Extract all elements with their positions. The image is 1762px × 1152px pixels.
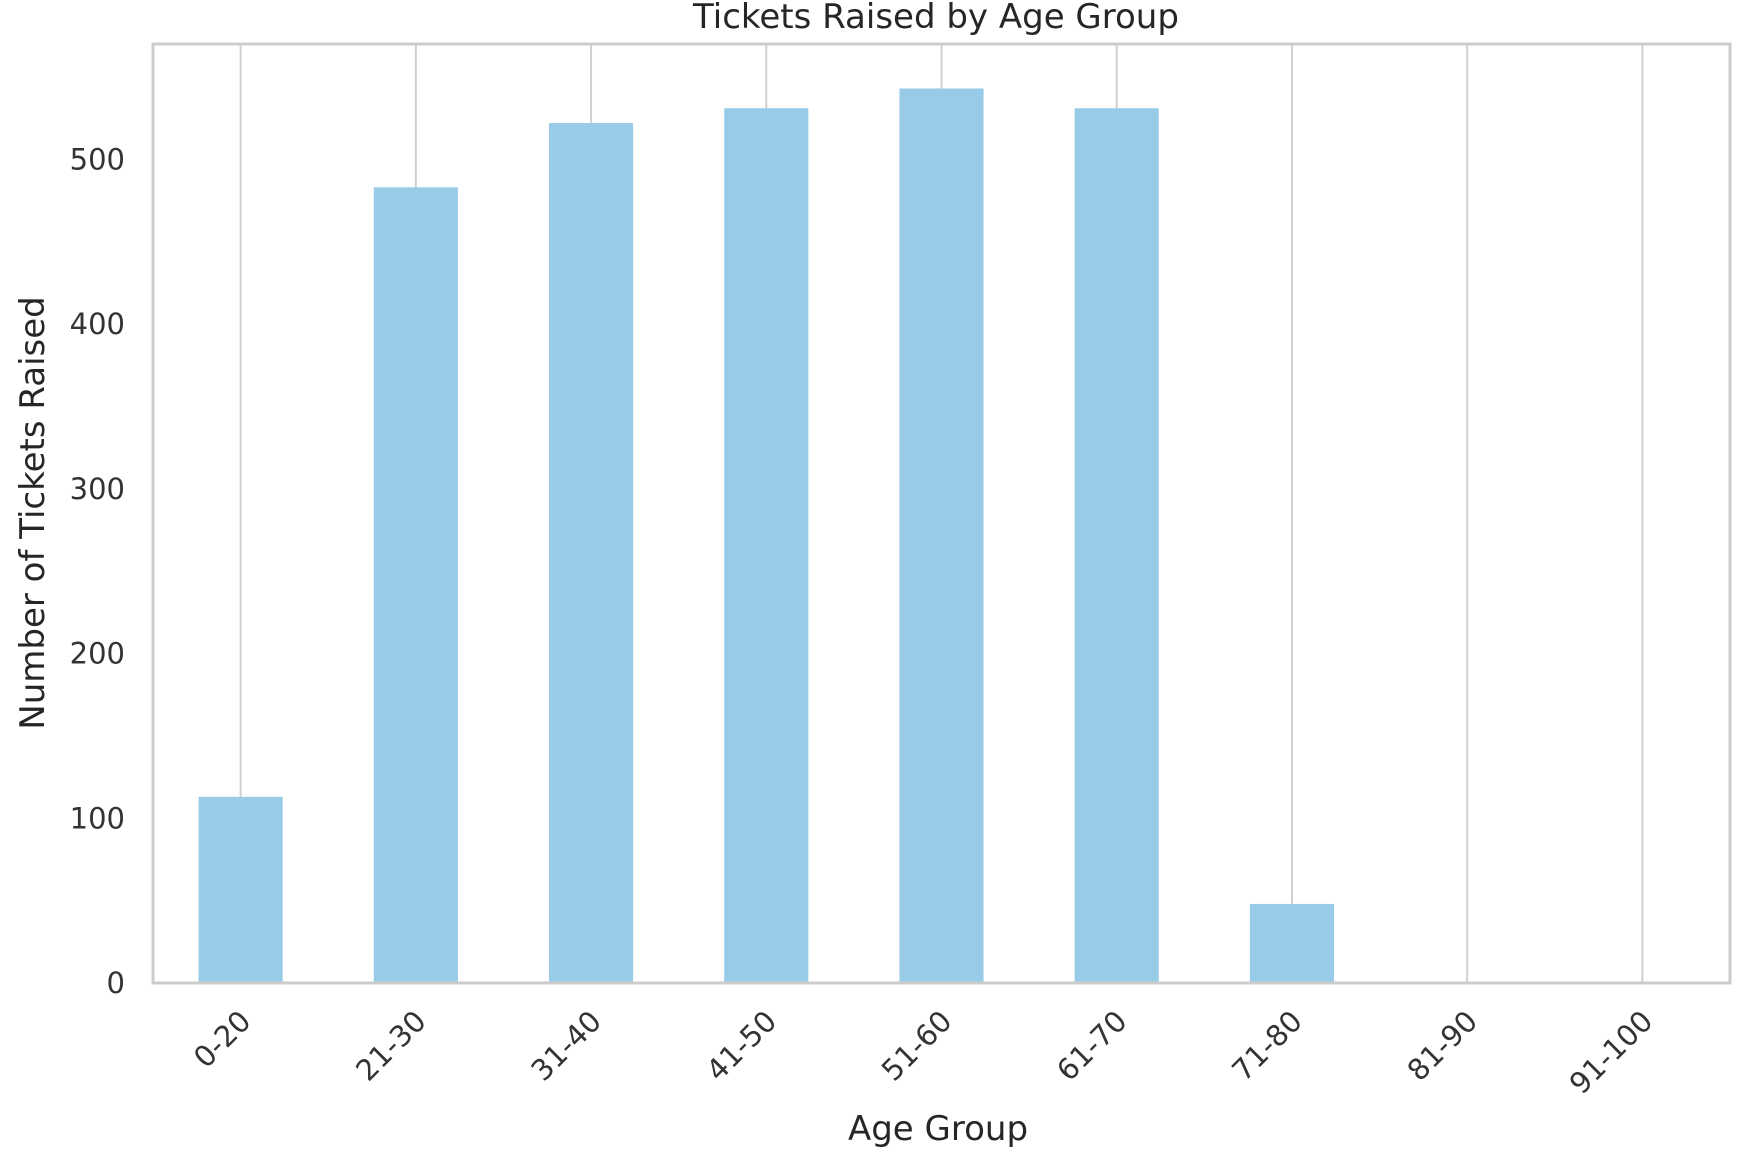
x-axis-label: Age Group: [848, 1109, 1028, 1149]
y-axis-ticks: 0 100 200 300 400 500: [70, 142, 125, 1000]
y-tick-label: 300: [70, 472, 125, 506]
plot-frame: [151, 42, 1732, 985]
x-axis-ticks: 0-20 21-30 31-40 41-50 51-60 61-70 71-80 81-90 9…: [187, 1004, 1659, 1101]
bar-0-20: [198, 796, 283, 983]
x-tick-label: 0-20: [187, 1004, 258, 1075]
x-tick-label: 81-90: [1400, 1004, 1484, 1088]
bar-51-60: [899, 88, 984, 984]
x-tick-label: 31-40: [524, 1004, 608, 1088]
bar-41-50: [724, 108, 809, 983]
chart-title: Tickets Raised by Age Group: [692, 0, 1179, 37]
y-tick-label: 0: [107, 966, 125, 1000]
x-tick-label: 91-100: [1563, 1004, 1660, 1101]
y-tick-label: 200: [70, 637, 125, 671]
x-tick-label: 21-30: [349, 1004, 433, 1088]
y-tick-label: 500: [70, 142, 125, 176]
y-axis-label: Number of Tickets Raised: [13, 296, 53, 729]
x-tick-label: 51-60: [875, 1004, 959, 1088]
bar-31-40: [549, 123, 634, 984]
bar-71-80: [1249, 903, 1334, 983]
y-tick-label: 100: [70, 801, 125, 835]
y-tick-label: 400: [70, 307, 125, 341]
bar-61-70: [1074, 108, 1159, 983]
x-tick-label: 71-80: [1225, 1004, 1309, 1088]
bars: [198, 88, 1334, 984]
bar-21-30: [373, 187, 458, 984]
x-tick-label: 61-70: [1050, 1004, 1134, 1088]
x-tick-label: 41-50: [700, 1004, 784, 1088]
